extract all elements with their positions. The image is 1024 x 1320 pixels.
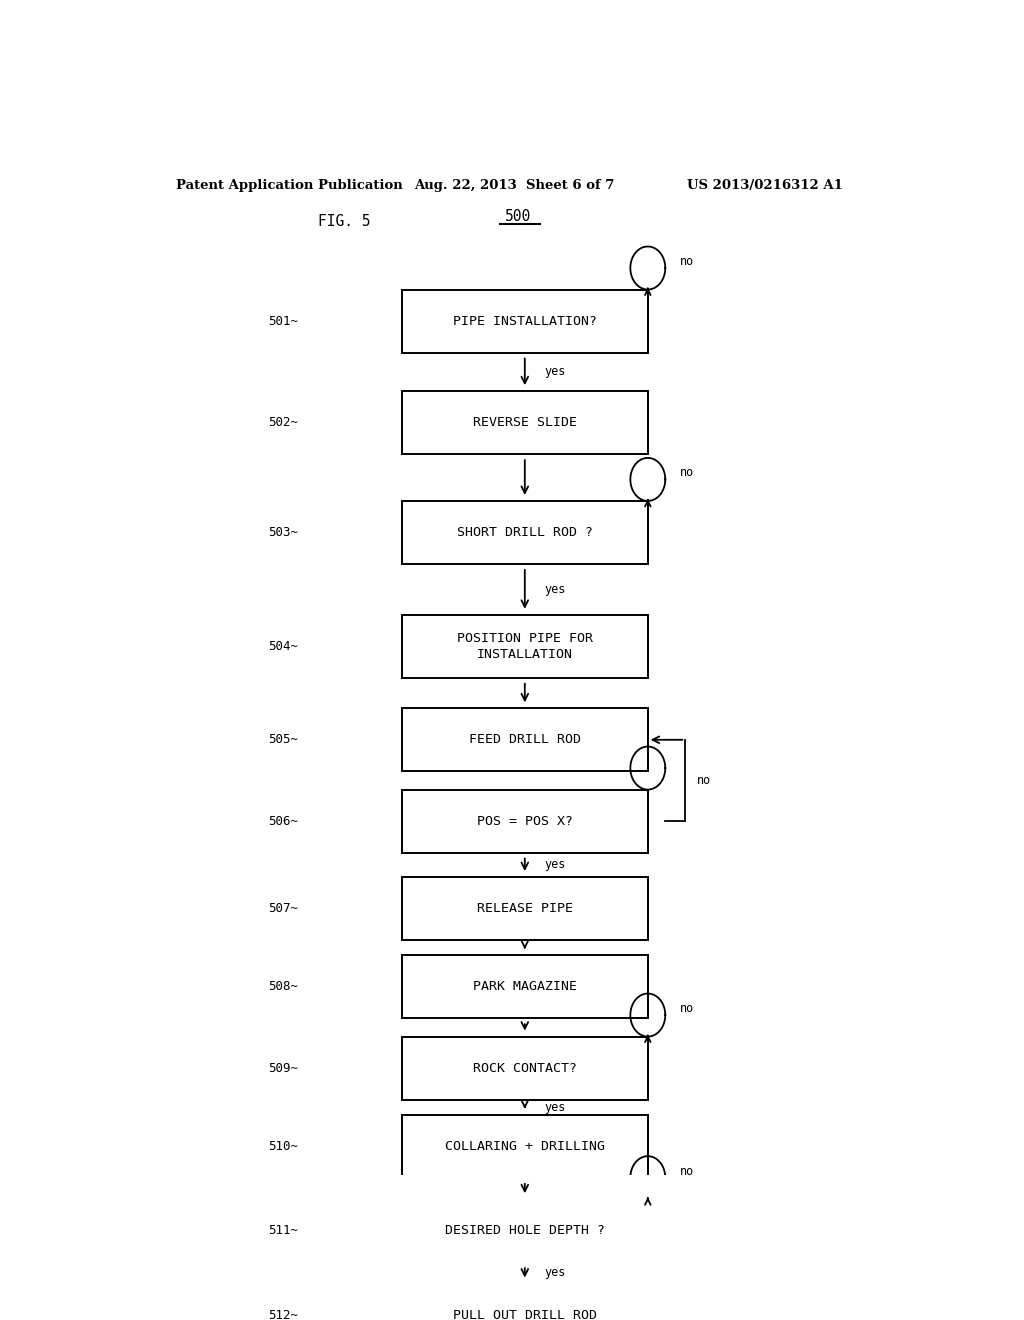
Text: POSITION PIPE FOR
INSTALLATION: POSITION PIPE FOR INSTALLATION [457, 632, 593, 661]
Text: 504~: 504~ [268, 640, 299, 653]
Text: Aug. 22, 2013  Sheet 6 of 7: Aug. 22, 2013 Sheet 6 of 7 [414, 178, 614, 191]
Text: 501~: 501~ [268, 314, 299, 327]
Text: yes: yes [545, 858, 566, 871]
Text: yes: yes [545, 583, 566, 595]
Text: COLLARING + DRILLING: COLLARING + DRILLING [444, 1140, 605, 1152]
Text: SHORT DRILL ROD ?: SHORT DRILL ROD ? [457, 525, 593, 539]
Text: FEED DRILL ROD: FEED DRILL ROD [469, 734, 581, 746]
Text: US 2013/0216312 A1: US 2013/0216312 A1 [687, 178, 844, 191]
Text: Patent Application Publication: Patent Application Publication [176, 178, 402, 191]
Text: 503~: 503~ [268, 525, 299, 539]
Bar [401, 709, 648, 771]
Text: FIG. 5: FIG. 5 [318, 214, 371, 230]
Text: no: no [680, 255, 694, 268]
Text: 505~: 505~ [268, 734, 299, 746]
Bar [401, 1283, 648, 1320]
Bar [401, 876, 648, 940]
Text: yes: yes [545, 366, 566, 379]
Text: POS = POS X?: POS = POS X? [477, 814, 572, 828]
Bar [401, 1115, 648, 1177]
Text: 502~: 502~ [268, 416, 299, 429]
Text: PULL OUT DRILL ROD: PULL OUT DRILL ROD [453, 1308, 597, 1320]
Text: 509~: 509~ [268, 1061, 299, 1074]
Text: no: no [680, 1002, 694, 1015]
Bar [401, 1199, 648, 1262]
Text: 507~: 507~ [268, 902, 299, 915]
Text: 512~: 512~ [268, 1308, 299, 1320]
Text: 508~: 508~ [268, 981, 299, 993]
Bar [401, 615, 648, 677]
Text: 511~: 511~ [268, 1224, 299, 1237]
Text: no: no [680, 466, 694, 479]
Text: no: no [680, 1164, 694, 1177]
Text: ROCK CONTACT?: ROCK CONTACT? [473, 1061, 577, 1074]
Text: 500: 500 [505, 210, 531, 224]
Text: PIPE INSTALLATION?: PIPE INSTALLATION? [453, 314, 597, 327]
Bar [401, 391, 648, 454]
Text: no: no [697, 774, 712, 787]
Bar [401, 1036, 648, 1100]
Text: yes: yes [545, 1101, 566, 1114]
Text: PARK MAGAZINE: PARK MAGAZINE [473, 981, 577, 993]
Bar [401, 289, 648, 352]
Bar [401, 500, 648, 564]
Text: 510~: 510~ [268, 1140, 299, 1152]
Text: yes: yes [545, 1266, 566, 1279]
Text: DESIRED HOLE DEPTH ?: DESIRED HOLE DEPTH ? [444, 1224, 605, 1237]
Text: RELEASE PIPE: RELEASE PIPE [477, 902, 572, 915]
Bar [401, 789, 648, 853]
Text: REVERSE SLIDE: REVERSE SLIDE [473, 416, 577, 429]
Bar [401, 956, 648, 1018]
Text: 506~: 506~ [268, 814, 299, 828]
